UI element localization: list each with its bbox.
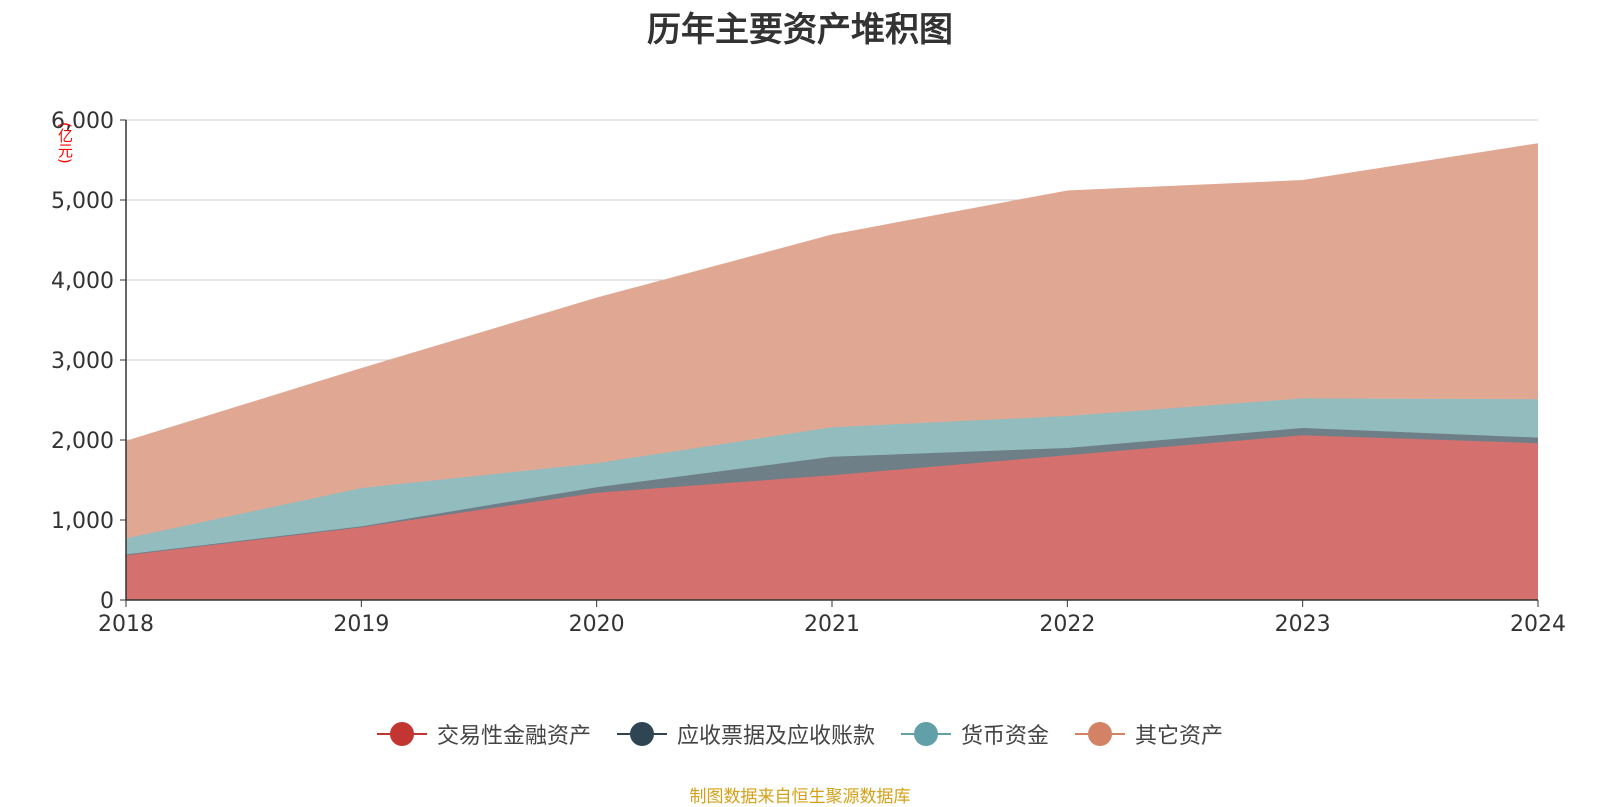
x-tick-label: 2023 [1275,612,1331,637]
source-note: 制图数据来自恒生聚源数据库 [689,787,911,807]
legend-label: 其它资产 [1135,724,1224,749]
legend-item[interactable]: 交易性金融资产 [376,718,591,750]
legend-marker-icon [376,721,427,747]
legend-marker-icon [901,721,951,747]
y-axis-unit-label: (亿元) [56,122,74,164]
legend-label: 交易性金融资产 [436,724,591,749]
x-tick-label: 2020 [569,612,625,637]
area-series-4-edge [125,143,1539,443]
y-tick-label: 1,000 [51,509,114,534]
area-series-4 [126,144,1538,539]
y-tick-label: 2,000 [51,429,114,454]
area-series [125,143,1539,600]
y-tick-label: 4,000 [51,269,114,294]
legend-item[interactable]: 其它资产 [1075,718,1223,750]
x-tick-label: 2024 [1510,612,1566,637]
legend-item[interactable]: 货币资金 [901,718,1049,750]
axes: 0 1,000 2,000 3,000 4,000 5,000 6,000 2018 2019 2… [51,109,1566,637]
y-tick-label: 5,000 [51,189,114,214]
x-tick-label: 2021 [804,612,860,637]
x-tick-label: 2019 [333,612,389,637]
area-series-1 [126,435,1538,600]
x-tick-label: 2022 [1039,612,1095,637]
y-tick-label: 3,000 [51,349,114,374]
legend-label: 应收票据及应收账款 [676,724,875,749]
legend-label: 货币资金 [961,724,1050,749]
legend-marker-icon [616,721,667,747]
y-tick-label: 0 [100,589,114,614]
legend: 交易性金融资产 应收票据及应收账款 货币资金 其它资产 [0,718,1600,750]
legend-marker-icon [1075,721,1126,747]
chart-title: 历年主要资产堆积图 [647,10,953,50]
x-tick-label: 2018 [98,612,154,637]
stacked-area-chart: 0 1,000 2,000 3,000 4,000 5,000 6,000 2018 2019 2… [51,109,1566,637]
area-series-3 [126,398,1538,555]
legend-item[interactable]: 应收票据及应收账款 [616,718,875,750]
y-tick-label: 6,000 [51,109,114,134]
